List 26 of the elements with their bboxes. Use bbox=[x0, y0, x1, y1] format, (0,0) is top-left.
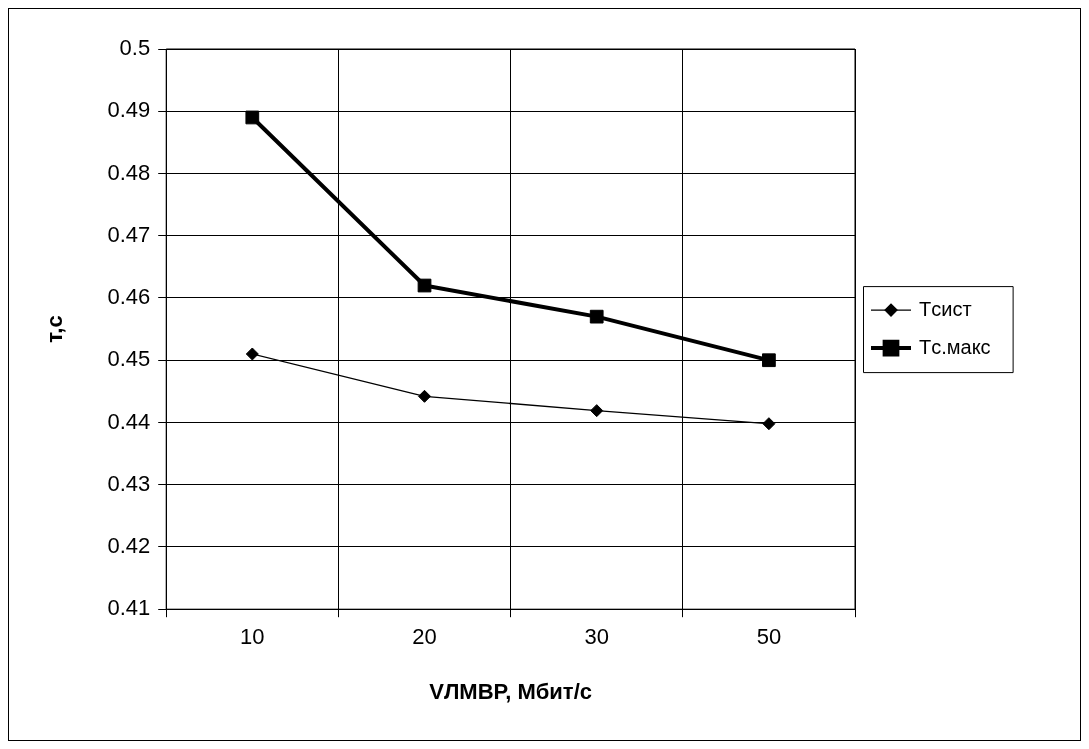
y-tick-label: 0.45 bbox=[107, 346, 151, 372]
point bbox=[418, 389, 432, 403]
point bbox=[762, 417, 776, 431]
y-tick-label: 0.46 bbox=[107, 284, 151, 310]
x-tick-label: 50 bbox=[756, 624, 782, 650]
y-tick-label: 0.49 bbox=[107, 97, 151, 123]
y-tick-label: 0.41 bbox=[107, 595, 151, 621]
point bbox=[245, 347, 259, 361]
legend-label: Tс.макс bbox=[919, 335, 991, 358]
y-tick-label: 0.48 bbox=[107, 159, 151, 185]
point bbox=[762, 353, 776, 368]
y-tick-label: 0.43 bbox=[107, 470, 151, 496]
y-tick-label: 0.44 bbox=[107, 408, 151, 434]
point bbox=[417, 278, 432, 293]
point bbox=[590, 404, 604, 418]
point bbox=[245, 110, 260, 125]
y-tick-label: 0.47 bbox=[107, 221, 151, 247]
y-tick-label: 0.42 bbox=[107, 533, 151, 559]
x-tick-label: 20 bbox=[412, 624, 437, 650]
x-axis-title: VЛМВР, Мбит/с bbox=[429, 678, 592, 704]
point bbox=[589, 309, 604, 324]
y-axis-title: т,с bbox=[42, 315, 68, 343]
x-tick-label: 30 bbox=[584, 624, 609, 650]
y-tick-label: 0.5 bbox=[119, 35, 151, 61]
legend-label: Tсист bbox=[919, 297, 972, 320]
x-tick-label: 10 bbox=[240, 624, 265, 650]
